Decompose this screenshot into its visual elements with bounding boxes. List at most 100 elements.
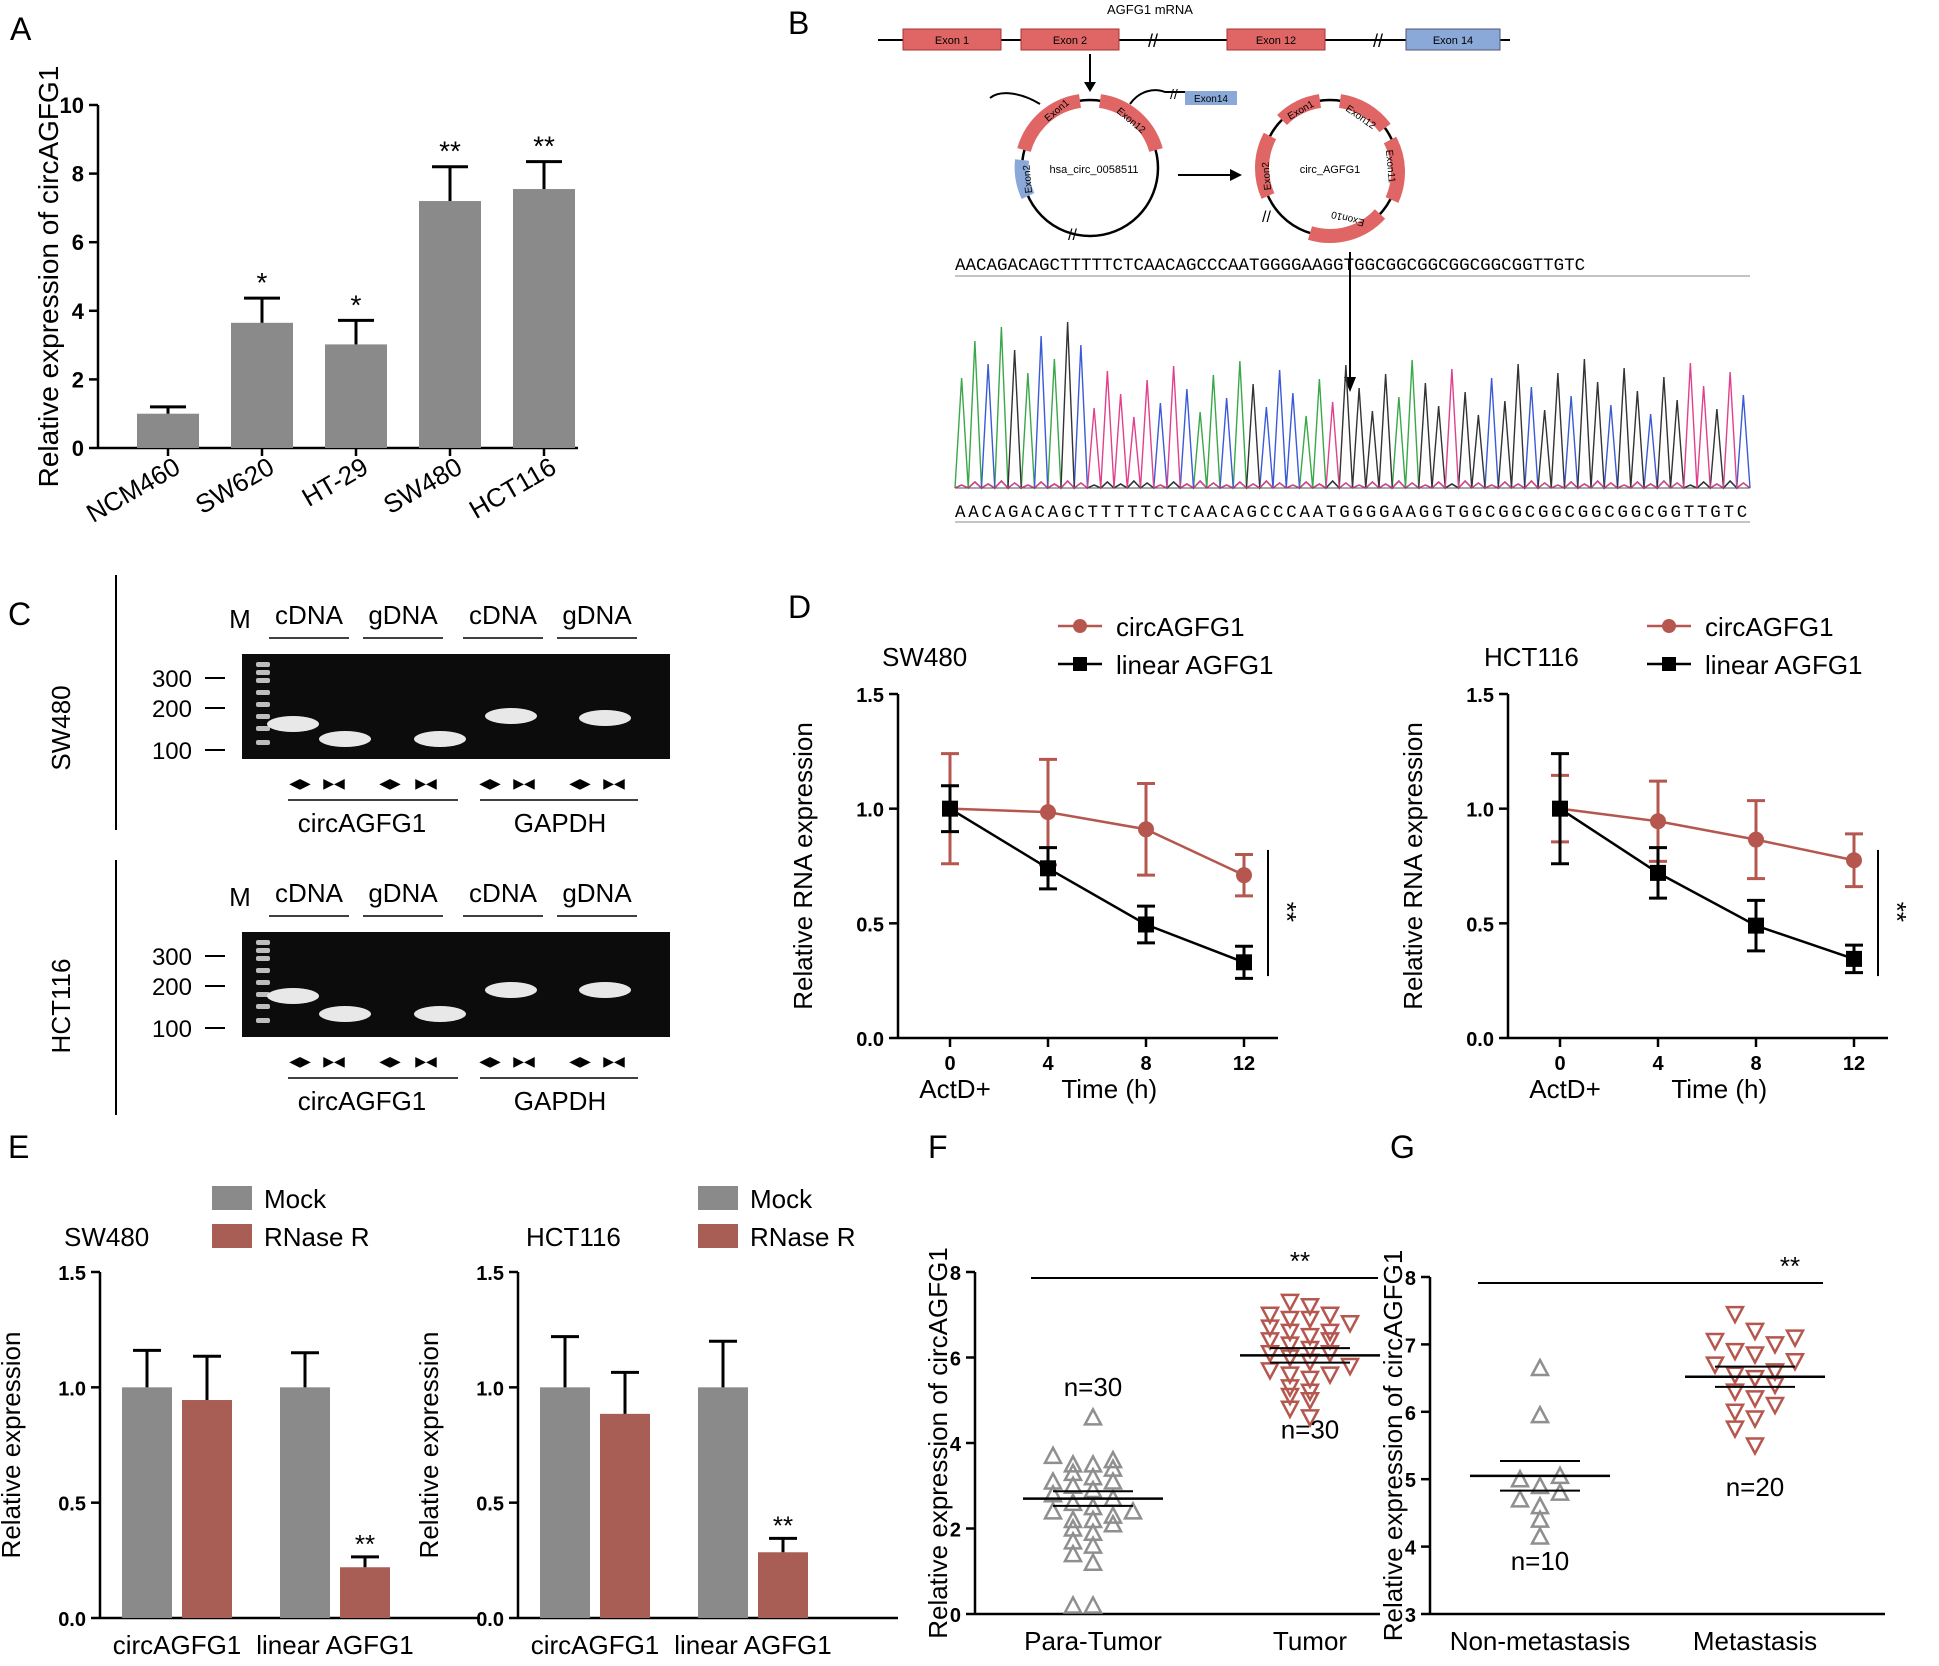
ladder-band — [256, 702, 270, 707]
sequence-base: G — [1008, 503, 1019, 523]
sequence-base: G — [1551, 503, 1562, 523]
chart-title: SW480 — [64, 1222, 149, 1252]
data-point — [1082, 1453, 1104, 1473]
data-point — [1062, 1543, 1084, 1563]
bar-mock — [122, 1387, 172, 1618]
ring2-exon12-seg — [1338, 94, 1391, 133]
data-point — [1724, 1403, 1746, 1423]
dna-band — [414, 1006, 466, 1022]
data-point — [1650, 813, 1666, 830]
y-tick-label: 1.5 — [856, 685, 884, 707]
exon-2-label: Exon 2 — [1053, 35, 1087, 47]
ladder-band — [256, 662, 270, 667]
x-tick-label: 12 — [1233, 1053, 1255, 1075]
data-point — [1236, 954, 1252, 971]
data-point — [1319, 1306, 1341, 1326]
legend-label: linear AGFG1 — [1116, 650, 1274, 680]
panel-label-g: G — [1390, 1129, 1415, 1165]
ring2-name: circ_AGFG1 — [1300, 164, 1361, 176]
data-point — [1062, 1492, 1084, 1512]
x-tick-label: SW620 — [190, 451, 279, 520]
y-tick-label: 4 — [1405, 1538, 1417, 1560]
primer-arrows: ◀▶ — [479, 1053, 501, 1069]
data-point — [1082, 1479, 1104, 1499]
dna-band — [267, 716, 319, 732]
data-point — [1042, 1500, 1064, 1520]
x-tick-label: 0 — [1554, 1053, 1565, 1075]
sequence-base: G — [1366, 503, 1377, 523]
marker-label: M — [229, 882, 251, 912]
data-point — [1082, 1594, 1104, 1614]
primer-arrows: ▶◀ — [603, 775, 625, 791]
panel-label-c: C — [8, 596, 31, 632]
panel-label-a: A — [10, 11, 32, 47]
panel-label-b: B — [788, 5, 809, 41]
data-point — [1724, 1342, 1746, 1362]
y-tick-label: 0.5 — [856, 914, 884, 936]
x-axis-label: Time (h) — [1061, 1074, 1157, 1104]
x-tick-label: Metastasis — [1693, 1626, 1817, 1656]
data-point — [1082, 1466, 1104, 1486]
x-tick-label: 4 — [1042, 1053, 1054, 1075]
gene-label: circAGFG1 — [298, 808, 427, 838]
y-tick-label: 10 — [60, 93, 84, 118]
data-point — [1549, 1482, 1571, 1501]
size-label: 100 — [152, 738, 192, 765]
ring1-tail-break: // — [1170, 86, 1178, 102]
data-point — [1748, 831, 1764, 848]
data-point — [1082, 1552, 1104, 1571]
chart-d-hct116-decay: 0.0 0.5 1.0 1.5 Relative RNA expression 0 4 8 12… — [1398, 612, 1912, 1104]
sequence-base: A — [1233, 503, 1244, 523]
sequence-base: T — [1101, 503, 1112, 523]
ring1-exon2-label: Exon2 — [1022, 164, 1035, 194]
size-label: 300 — [152, 944, 192, 971]
data-point — [1279, 1293, 1301, 1313]
x-tick-label: HCT116 — [464, 451, 561, 524]
size-label: 300 — [152, 666, 192, 693]
exon-14-label: Exon 14 — [1433, 35, 1473, 47]
exon-1-label: Exon 1 — [935, 35, 969, 47]
ring2-exon10-seg — [1307, 209, 1386, 243]
significance-mark: ** — [439, 136, 461, 167]
sequence-base: A — [1392, 503, 1403, 523]
mrna-title: AGFG1 mRNA — [1107, 2, 1193, 17]
sequence-base: G — [1591, 503, 1602, 523]
x-tick-label: Para-Tumor — [1024, 1626, 1162, 1656]
exon-12-box — [1226, 28, 1326, 51]
sequence-base: T — [1724, 503, 1735, 523]
sequence-base: C — [1525, 503, 1536, 523]
legend-swatch — [698, 1186, 738, 1210]
sequence-base: G — [1061, 503, 1072, 523]
primer-arrows: ◀▶ — [289, 775, 311, 791]
group-n-label: n=30 — [1281, 1415, 1340, 1445]
y-axis-label: Relative expression of circAGFG1 — [923, 1247, 953, 1639]
bar-rnase-r — [758, 1552, 808, 1618]
sequence-base: C — [1286, 503, 1297, 523]
data-point — [1259, 1362, 1281, 1381]
y-tick-label: 0 — [72, 436, 84, 461]
data-point — [1529, 1495, 1551, 1515]
data-point — [1744, 1322, 1766, 1342]
marker-label: M — [229, 604, 251, 634]
y-tick-label: 5 — [1405, 1470, 1416, 1492]
x-axis-prefix: ActD+ — [919, 1074, 991, 1104]
x-axis-label: Time (h) — [1671, 1074, 1767, 1104]
lane-label: gDNA — [562, 878, 632, 908]
sequence-base: G — [1379, 503, 1390, 523]
ring1-exon14-label: Exon14 — [1194, 94, 1228, 105]
ladder-band — [256, 948, 270, 953]
data-point — [1764, 1363, 1786, 1383]
y-tick-label: 0.0 — [476, 1609, 504, 1631]
ladder-band — [256, 726, 270, 731]
panel-label-d: D — [788, 589, 811, 625]
lane-label: cDNA — [275, 878, 344, 908]
data-point — [1744, 1437, 1766, 1457]
data-point — [1102, 1449, 1124, 1469]
y-tick-label: 0.5 — [1466, 914, 1494, 936]
y-tick-label: 8 — [72, 162, 84, 187]
series-line-0 — [1559, 807, 1855, 862]
data-point — [1744, 1390, 1766, 1409]
legend-label: Mock — [264, 1184, 327, 1214]
break-mark-1: // — [1148, 31, 1158, 51]
sequence-base: G — [1538, 503, 1549, 523]
